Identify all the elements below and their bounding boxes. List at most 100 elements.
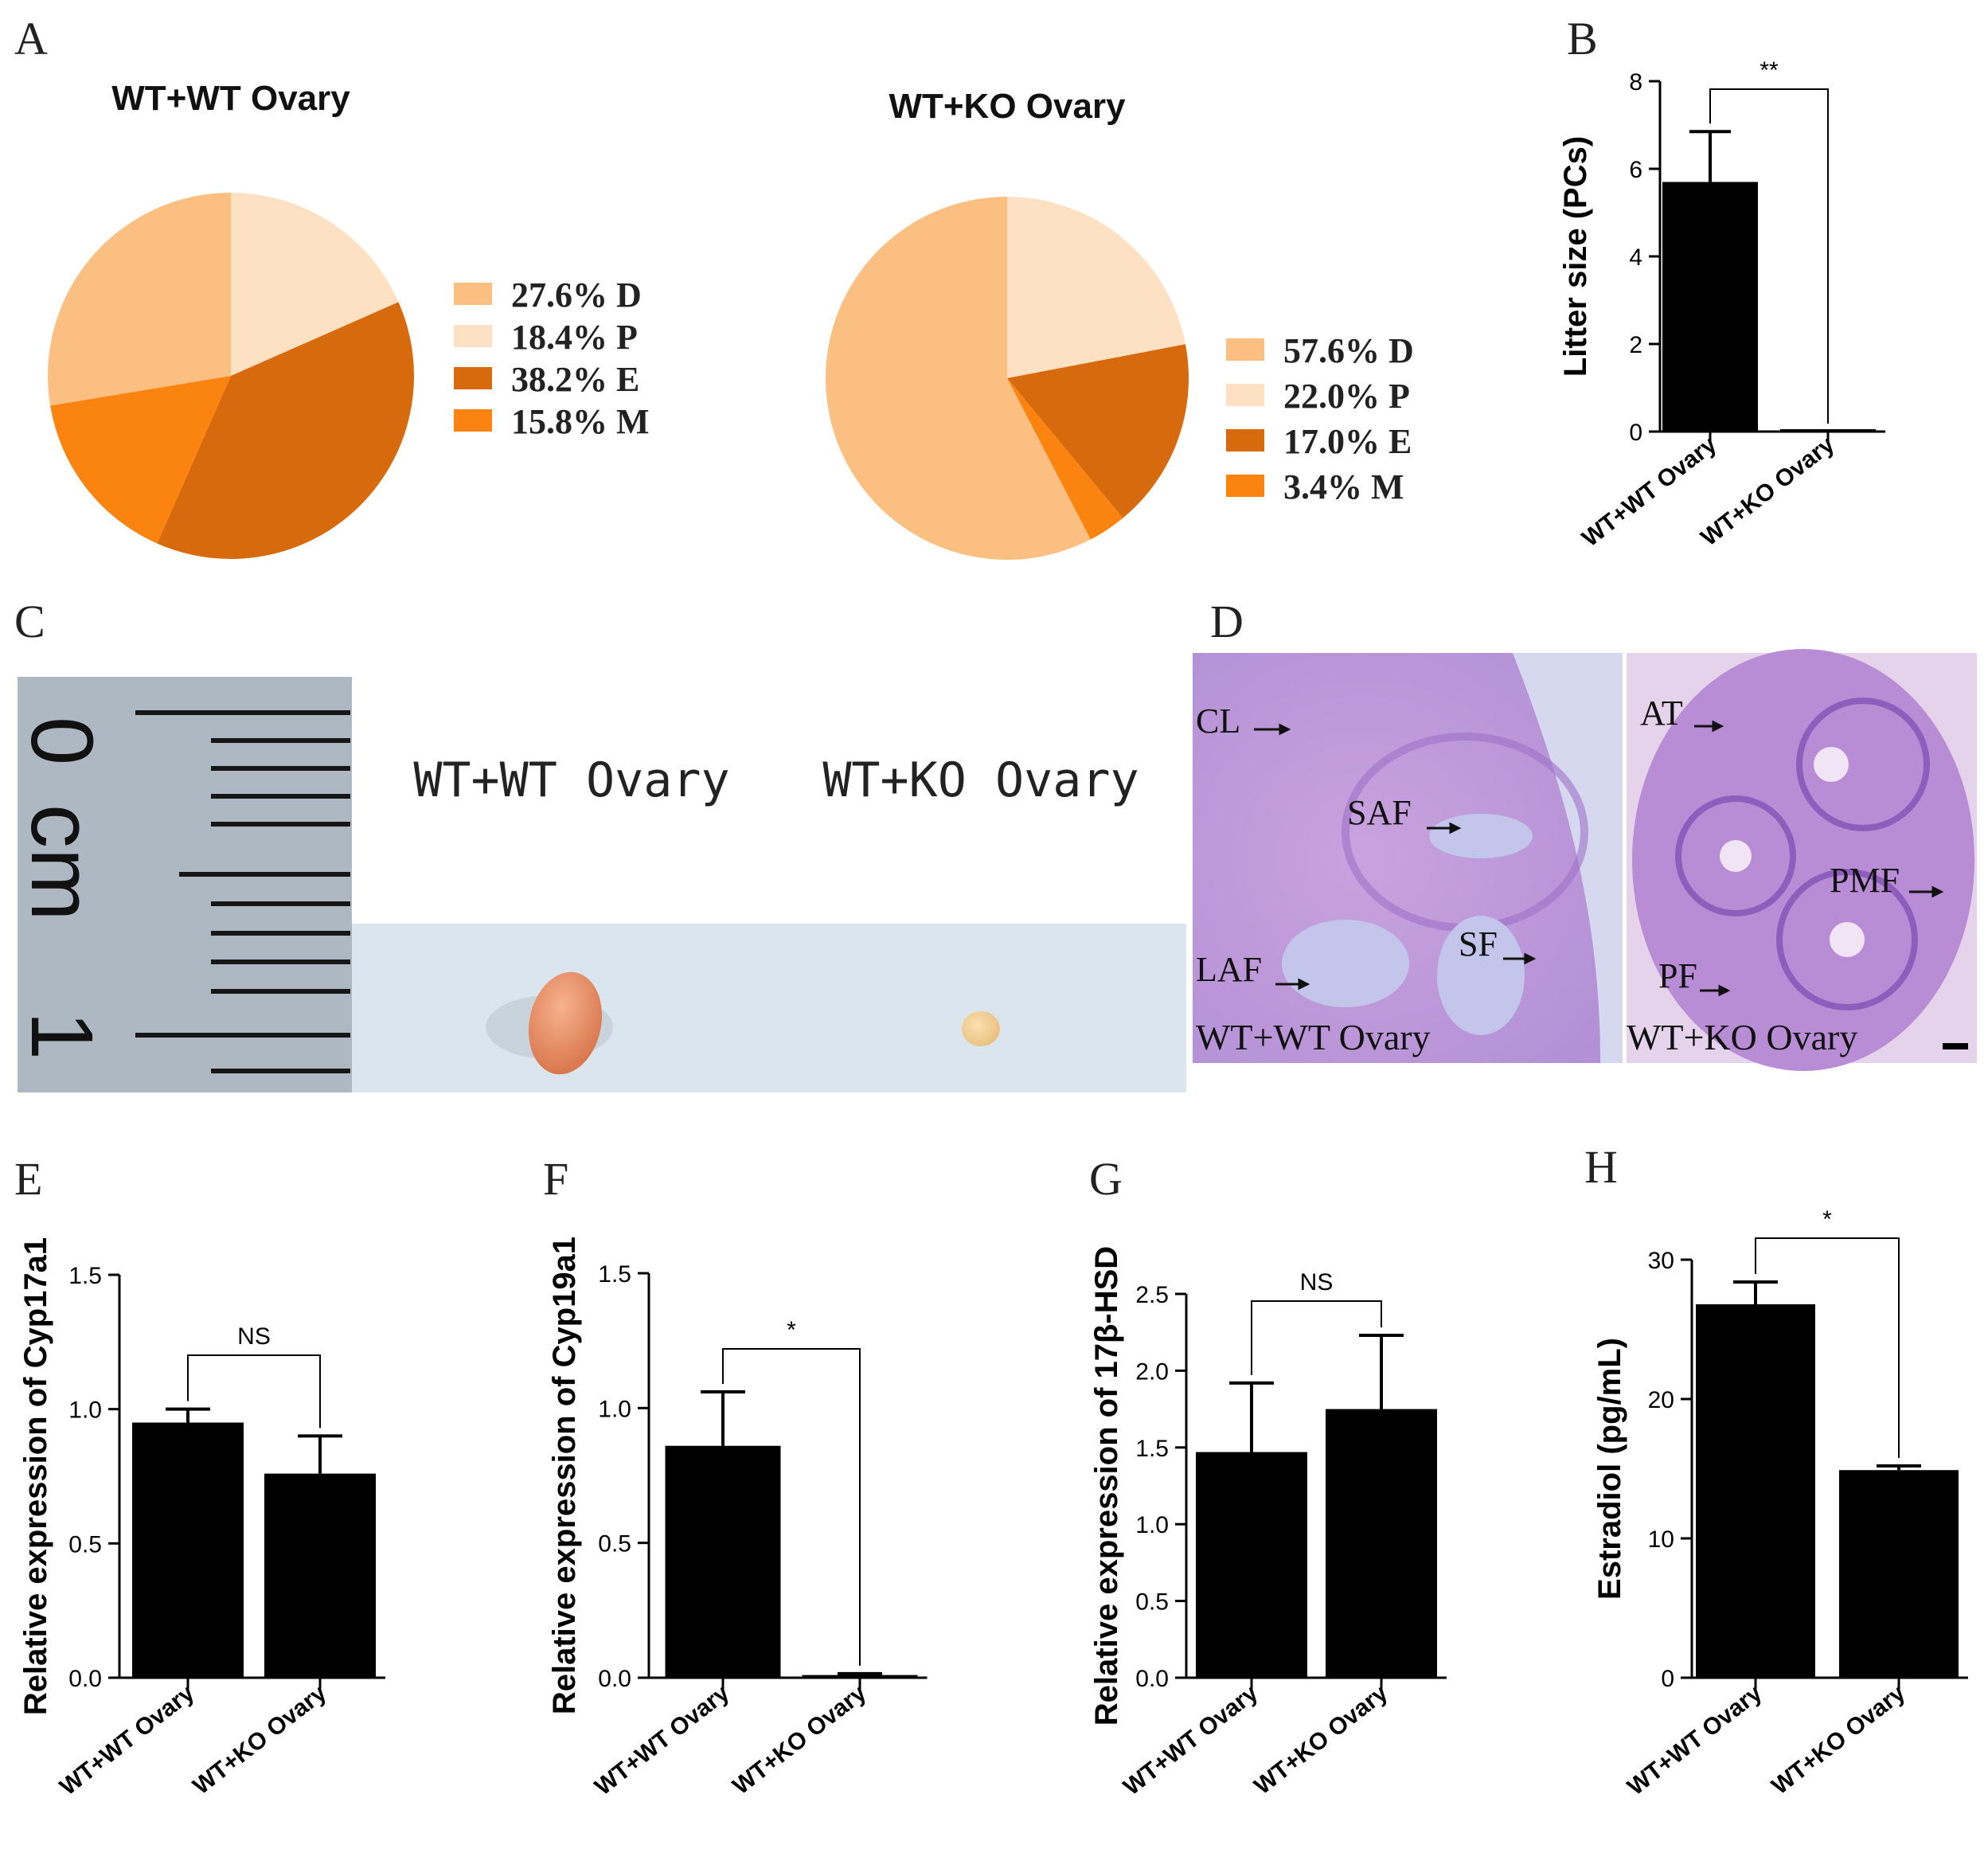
left-antrum-sf <box>1437 916 1525 1035</box>
bar-chart-cyp19a1: 0.0 0.5 1.0 1.5 Relative expression of Cyp19… <box>547 1237 928 1800</box>
legend-label-wt-wt-e: 38.2% E <box>511 360 639 399</box>
category-label-h-wt-wt: WT+WT Ovary <box>1623 1679 1767 1800</box>
pie-slice-wt-ko-p <box>1007 197 1185 378</box>
category-label-e-wt-wt: WT+WT Ovary <box>55 1679 199 1800</box>
pie-slice-wt-wt-e <box>157 302 414 559</box>
bar-b-wt-ko <box>1780 429 1876 432</box>
histo-label-sf: SF <box>1459 924 1498 963</box>
y-tick-label-b: 8 <box>1629 69 1642 96</box>
histology-arrows <box>1254 720 1944 997</box>
histo-label-cl: CL <box>1196 702 1240 741</box>
legend-swatch-wt-ko-d <box>1226 338 1264 361</box>
y-axis-title-e: Relative expression of Cyp17a1 <box>18 1237 53 1715</box>
ruler-ticks <box>135 710 350 1073</box>
histo-caption-wt-ko: WT+KO Ovary <box>1627 1017 1857 1057</box>
histology-panel: CL SAF LAF SF WT+WT Ovary AT PMF PF WT+K… <box>1193 649 1977 1071</box>
panel-letter-a: A <box>14 13 48 64</box>
pie-slice-wt-ko-e <box>1007 344 1189 518</box>
significance-bracket-h <box>1755 1237 1900 1458</box>
panel-letter-h: H <box>1584 1141 1618 1193</box>
bar-h-wt-ko <box>1839 1470 1959 1678</box>
bar-e-wt-ko <box>264 1473 376 1678</box>
y-tick-label-b: 4 <box>1629 244 1642 271</box>
histo-label-at: AT <box>1640 694 1683 733</box>
pie-slice-wt-ko-d <box>826 197 1091 560</box>
right-oocyte-2 <box>1720 840 1752 872</box>
panel-letter-f: F <box>543 1153 568 1205</box>
y-tick-label-g: 1.0 <box>1135 1512 1169 1538</box>
legend-label-wt-ko-e: 17.0% E <box>1283 422 1412 461</box>
category-label-f-wt-ko: WT+KO Ovary <box>728 1679 871 1800</box>
right-follicle-1 <box>1796 698 1930 831</box>
histo-label-pmf: PMF <box>1830 861 1900 900</box>
significance-label-b: ** <box>1760 57 1779 84</box>
pie-title-wt-wt: WT+WT Ovary <box>111 79 350 118</box>
y-tick-label-h: 20 <box>1648 1387 1674 1413</box>
legend-swatch-wt-wt-d <box>454 283 492 305</box>
right-oocyte-3 <box>1830 922 1865 957</box>
ruler-zero: 0 <box>13 717 111 765</box>
y-tick-label-e: 0.0 <box>68 1666 102 1692</box>
left-antrum-saf <box>1429 814 1533 858</box>
significance-label-h: * <box>1822 1206 1832 1233</box>
pie-title-wt-ko: WT+KO Ovary <box>889 87 1126 126</box>
legend-label-wt-ko-d: 57.6% D <box>1283 331 1414 370</box>
y-tick-label-h: 10 <box>1648 1526 1674 1553</box>
histology-left-pale-region <box>1513 653 1623 1063</box>
pie-chart-wt-wt: WT+WT Ovary 27.6% D18.4% P38.2% E15.8% M <box>47 79 650 559</box>
wt-ovary-specimen <box>528 971 603 1075</box>
y-tick-label-f: 1.0 <box>598 1396 631 1422</box>
legend-swatch-wt-wt-m <box>454 409 492 432</box>
ruler-unit: cm <box>13 804 111 921</box>
pie-slice-wt-wt-d <box>47 193 232 406</box>
y-tick-label-g: 2.5 <box>1135 1282 1169 1308</box>
significance-bracket-b <box>1709 88 1829 424</box>
legend-swatch-wt-ko-p <box>1226 384 1264 406</box>
category-label-g-wt-wt: WT+WT Ovary <box>1119 1679 1263 1800</box>
legend-swatch-wt-ko-e <box>1226 429 1264 451</box>
bar-g-wt-wt <box>1196 1452 1307 1678</box>
significance-bracket-f <box>722 1348 861 1666</box>
histo-label-laf: LAF <box>1196 950 1262 989</box>
y-axis-title-b: Litter size (PCs) <box>1558 136 1593 377</box>
panel-letter-d: D <box>1210 596 1244 647</box>
pie-slice-wt-wt-m <box>50 376 232 544</box>
ruler <box>18 677 352 1092</box>
y-tick-label-g: 2.0 <box>1135 1358 1169 1385</box>
right-ovary-tissue <box>1632 649 1974 1071</box>
legend-label-wt-wt-d: 27.6% D <box>511 276 642 315</box>
right-follicle-2 <box>1675 795 1796 917</box>
y-tick-label-e: 0.5 <box>68 1531 102 1557</box>
photo-label-wt-ko: WT+KO Ovary <box>822 752 1139 808</box>
significance-bracket-g <box>1251 1300 1382 1375</box>
y-tick-label-f: 0.0 <box>598 1666 631 1692</box>
pie-chart-wt-ko: WT+KO Ovary 57.6% D 22.0% P 17.0% E 3.4% M <box>826 87 1414 560</box>
y-tick-label-h: 30 <box>1648 1248 1674 1274</box>
y-tick-label-g: 0.0 <box>1135 1666 1169 1692</box>
bar-f-wt-ko <box>802 1675 918 1678</box>
legend-swatch-wt-wt-p <box>454 325 492 347</box>
histo-caption-wt-wt: WT+WT Ovary <box>1196 1017 1431 1057</box>
histo-label-saf: SAF <box>1347 793 1412 832</box>
right-follicle-3 <box>1776 869 1918 1010</box>
significance-label-f: * <box>787 1317 796 1343</box>
legend-swatch-wt-wt-e <box>454 367 492 389</box>
category-label-f-wt-wt: WT+WT Ovary <box>590 1679 734 1800</box>
bar-g-wt-ko <box>1326 1409 1437 1678</box>
legend-label-wt-ko-m: 3.4% M <box>1283 467 1404 506</box>
left-antrum-laf <box>1282 920 1409 1007</box>
y-tick-label-b: 0 <box>1629 420 1642 446</box>
ovary-photo: 0 cm 1 WT+WT Ovary WT+KO Ovary <box>13 677 1186 1092</box>
y-axis-title-g: Relative expression of 17β-HSD <box>1089 1246 1124 1726</box>
right-oocyte-1 <box>1814 747 1849 782</box>
category-label-g-wt-ko: WT+KO Ovary <box>1249 1679 1392 1800</box>
y-tick-label-f: 1.5 <box>598 1261 631 1288</box>
y-tick-label-e: 1.5 <box>68 1263 102 1289</box>
y-tick-label-b: 6 <box>1629 157 1642 183</box>
y-tick-label-h: 0 <box>1661 1666 1674 1692</box>
legend-label-wt-ko-p: 22.0% P <box>1283 377 1410 416</box>
pie-slice-wt-wt-p <box>231 193 399 376</box>
category-label-h-wt-ko: WT+KO Ovary <box>1767 1679 1910 1800</box>
